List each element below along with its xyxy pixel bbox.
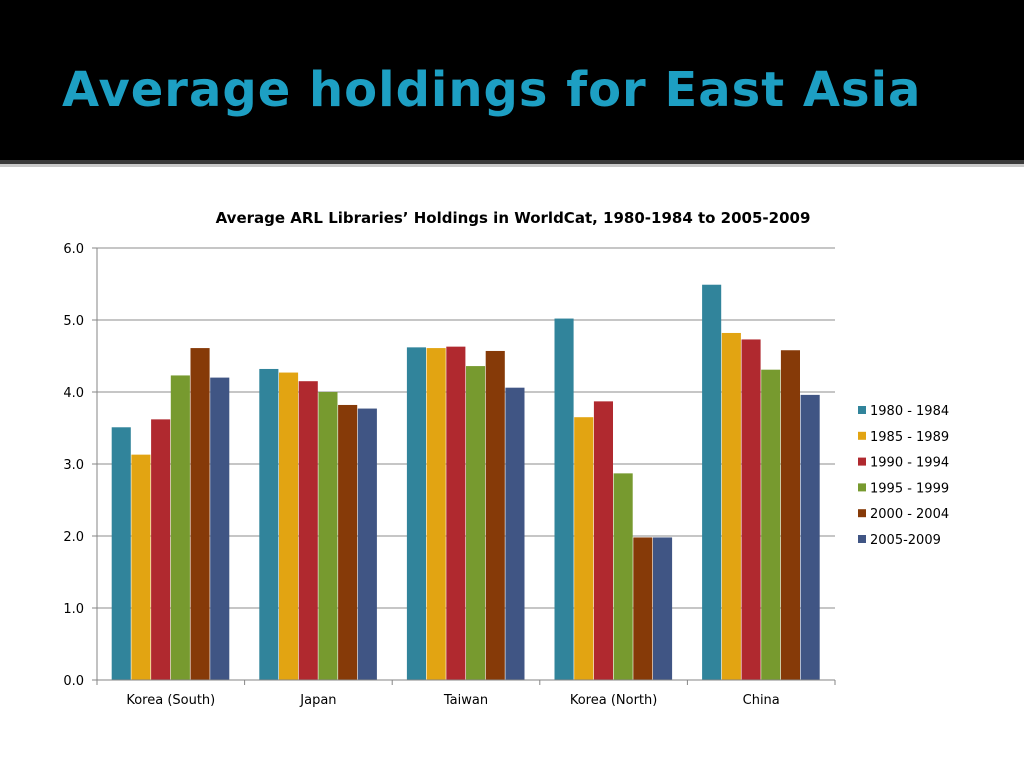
x-tick-label: Korea (North) xyxy=(570,693,658,708)
bar xyxy=(298,381,318,680)
bar xyxy=(761,369,781,680)
bar xyxy=(279,372,299,680)
bar xyxy=(721,332,741,680)
x-tick-label: Taiwan xyxy=(443,693,488,708)
y-tick-label: 1.0 xyxy=(63,602,84,617)
bar xyxy=(653,537,673,680)
y-tick-label: 5.0 xyxy=(63,314,84,329)
bar xyxy=(111,427,131,680)
y-tick-label: 3.0 xyxy=(63,458,84,473)
bar xyxy=(190,348,210,680)
bar xyxy=(357,408,377,680)
bar xyxy=(574,417,594,680)
bar xyxy=(702,284,722,680)
bar xyxy=(466,366,486,680)
legend-label: 1990 - 1994 xyxy=(870,456,949,471)
y-tick-label: 2.0 xyxy=(63,530,84,545)
x-tick-label: Japan xyxy=(299,693,336,708)
legend-swatch xyxy=(858,457,866,466)
title-bar: Average holdings for East Asia xyxy=(0,0,1024,160)
bar xyxy=(406,347,426,680)
y-tick-label: 6.0 xyxy=(63,242,84,257)
legend-swatch xyxy=(858,509,866,518)
bar xyxy=(780,350,800,680)
slide-title: Average holdings for East Asia xyxy=(62,62,922,118)
chart-title: Average ARL Libraries’ Holdings in World… xyxy=(215,209,811,227)
bar xyxy=(210,377,230,680)
bar xyxy=(593,401,613,680)
bar xyxy=(633,537,653,680)
legend-swatch xyxy=(858,431,866,440)
bar xyxy=(338,404,358,680)
bar xyxy=(170,375,190,680)
y-tick-label: 4.0 xyxy=(63,386,84,401)
x-tick-label: China xyxy=(743,693,780,708)
bar xyxy=(259,368,279,680)
bar xyxy=(741,339,761,680)
legend-swatch xyxy=(858,406,866,414)
y-axis: 0.0 1.0 2.0 3.0 4.0 5.0 6.0 xyxy=(63,242,98,689)
bar xyxy=(151,419,171,680)
x-axis: Korea (South) Japan Taiwan Korea (North) Chi… xyxy=(96,679,836,708)
legend-swatch xyxy=(858,535,866,543)
legend: 1980 - 1984 1985 - 1989 1990 - 1994 1995 - … xyxy=(858,404,949,548)
title-rule-light xyxy=(0,164,1024,167)
bar xyxy=(426,348,446,680)
bar xyxy=(485,350,505,680)
legend-label: 1980 - 1984 xyxy=(870,404,949,419)
bar xyxy=(131,454,151,680)
legend-swatch xyxy=(858,483,866,492)
bar xyxy=(505,387,525,680)
legend-label: 1995 - 1999 xyxy=(870,481,949,496)
y-tick-label: 0.0 xyxy=(63,674,84,689)
x-tick-label: Korea (South) xyxy=(126,693,215,708)
bar xyxy=(613,473,633,680)
bar xyxy=(800,394,820,680)
legend-label: 2005-2009 xyxy=(870,533,941,548)
bars xyxy=(111,284,820,680)
bar xyxy=(554,318,574,680)
title-rule-dark xyxy=(0,160,1024,164)
legend-label: 1985 - 1989 xyxy=(870,430,949,445)
bar xyxy=(446,346,466,680)
legend-label: 2000 - 2004 xyxy=(870,507,949,522)
bar xyxy=(318,392,338,680)
